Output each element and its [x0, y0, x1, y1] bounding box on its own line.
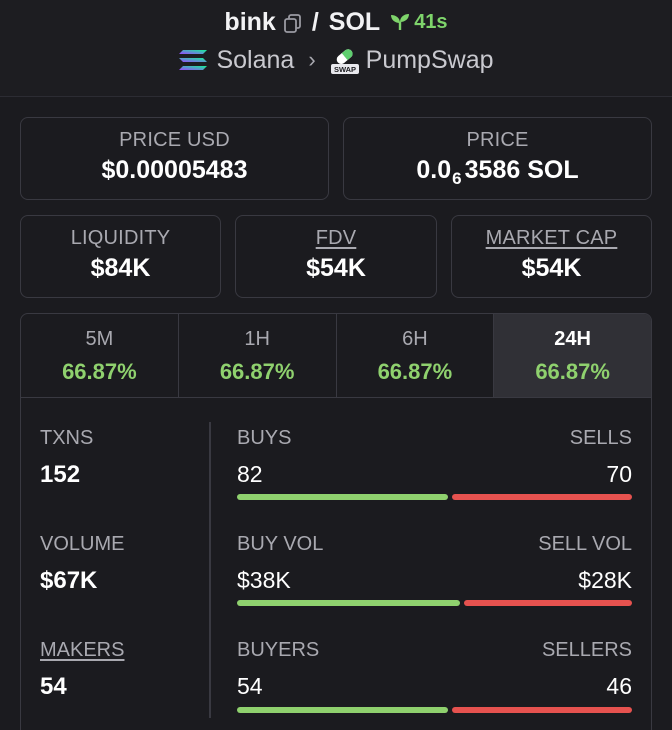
timeframe-tabs: 5M 66.87% 1H 66.87% 6H 66.87% 24H 66.87% — [20, 313, 652, 398]
dex-badge-text: SWAP — [334, 65, 356, 74]
quote-symbol: SOL — [328, 7, 381, 36]
sell-vol-value: $28K — [578, 567, 632, 593]
buy-vol-bar — [237, 600, 460, 606]
price-native-value: 0.06 3586 SOL — [416, 156, 579, 188]
liquidity-label: LIQUIDITY — [70, 227, 171, 249]
chevron-right-icon: › — [308, 47, 316, 72]
sells-bar — [452, 494, 632, 500]
pair-header: bink / SOL 41s — [0, 0, 672, 97]
price-native-card: PRICE 0.06 3586 SOL — [343, 117, 652, 200]
tab-label: 6H — [402, 328, 428, 350]
volume-value: $67K — [40, 567, 98, 594]
dex-name[interactable]: PumpSwap — [365, 45, 494, 74]
base-symbol: bink — [224, 7, 276, 36]
market-cap-label[interactable]: MARKET CAP — [485, 227, 618, 249]
sell-vol-bar — [464, 600, 632, 606]
stats-divider — [209, 422, 211, 718]
sell-vol-label: SELL VOL — [538, 533, 632, 555]
tab-6h[interactable]: 6H 66.87% — [337, 314, 495, 397]
sells-value: 70 — [606, 461, 632, 487]
volume-label: VOLUME — [40, 533, 125, 555]
fdv-value: $54K — [306, 254, 366, 282]
price-usd-label: PRICE USD — [119, 129, 230, 151]
stats-panel — [20, 397, 652, 730]
price-usd-value: $0.00005483 — [101, 156, 248, 184]
pair-separator: / — [311, 7, 319, 36]
buyers-label: BUYERS — [237, 639, 320, 661]
sells-label: SELLS — [569, 427, 632, 449]
fdv-card: FDV $54K — [235, 215, 437, 298]
price-native-label: PRICE — [466, 129, 529, 151]
tab-5m[interactable]: 5M 66.87% — [21, 314, 179, 397]
pair-age: 41s — [390, 10, 448, 34]
tab-24h[interactable]: 24H 66.87% — [494, 314, 651, 397]
pair-age-value: 41s — [414, 10, 448, 33]
chain-name[interactable]: Solana — [216, 45, 295, 74]
tab-change: 66.87% — [377, 359, 453, 384]
txns-label: TXNS — [40, 427, 94, 449]
liquidity-card: LIQUIDITY $84K — [20, 215, 221, 298]
pair-title: bink / SOL 41s — [0, 6, 672, 38]
copy-icon[interactable] — [283, 12, 302, 33]
buys-value: 82 — [237, 461, 263, 487]
sellers-value: 46 — [606, 673, 632, 699]
tab-change: 66.87% — [219, 359, 295, 384]
sellers-label: SELLERS — [541, 639, 632, 661]
tab-label: 5M — [85, 328, 114, 350]
sellers-bar — [452, 707, 632, 713]
buys-bar — [237, 494, 448, 500]
makers-value: 54 — [40, 673, 67, 700]
pumpswap-logo-icon[interactable]: SWAP — [330, 45, 360, 75]
txns-value: 152 — [40, 461, 81, 488]
tab-label: 24H — [554, 328, 591, 350]
tab-label: 1H — [244, 328, 270, 350]
liquidity-value: $84K — [90, 254, 151, 282]
buy-vol-value: $38K — [237, 567, 291, 593]
buyers-value: 54 — [237, 673, 263, 699]
tab-change: 66.87% — [62, 359, 137, 384]
seedling-icon — [391, 14, 410, 30]
solana-logo-icon[interactable] — [178, 48, 208, 72]
buys-label: BUYS — [237, 427, 292, 449]
market-cap-value: $54K — [521, 254, 582, 282]
price-usd-card: PRICE USD $0.00005483 — [20, 117, 329, 200]
chain-dex-breadcrumb: Solana › SWAP PumpSwap — [0, 42, 672, 78]
buyers-bar — [237, 707, 448, 713]
fdv-label[interactable]: FDV — [315, 227, 357, 249]
makers-label[interactable]: MAKERS — [40, 639, 125, 661]
tab-1h[interactable]: 1H 66.87% — [179, 314, 337, 397]
market-cap-card: MARKET CAP $54K — [451, 215, 652, 298]
buy-vol-label: BUY VOL — [237, 533, 324, 555]
tab-change: 66.87% — [535, 359, 610, 384]
